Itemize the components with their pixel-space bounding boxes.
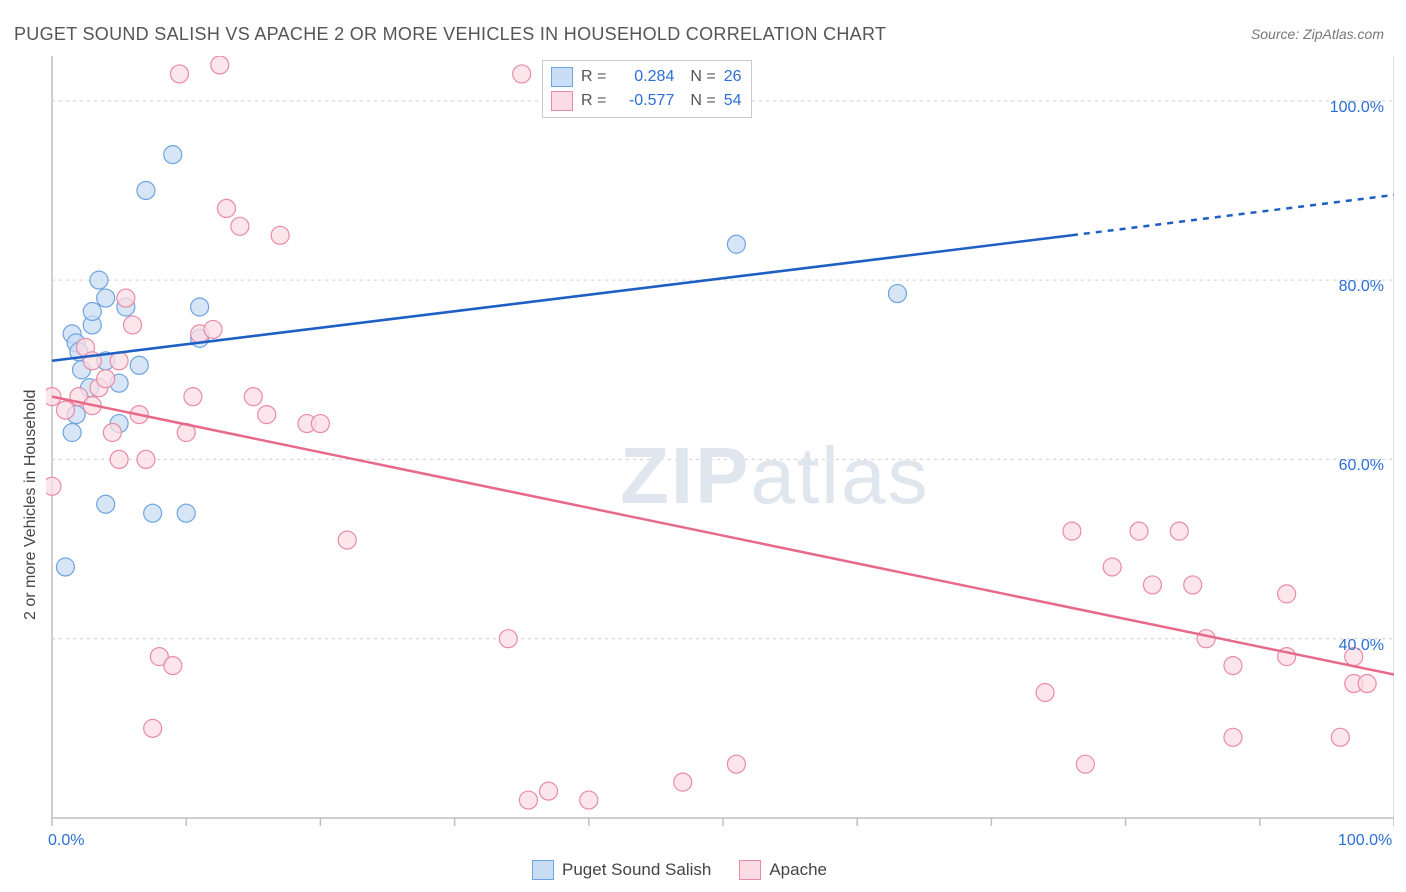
y-tick-label: 100.0% — [1330, 99, 1384, 117]
n-value: 54 — [724, 89, 742, 113]
r-label: R = — [581, 89, 606, 113]
legend-item: Puget Sound Salish — [532, 860, 711, 880]
legend-swatch — [739, 860, 761, 880]
y-axis-label: 2 or more Vehicles in Household — [22, 390, 40, 620]
legend-series-name: Puget Sound Salish — [562, 860, 711, 880]
y-tick-label: 60.0% — [1339, 457, 1384, 475]
n-label: N = — [690, 89, 715, 113]
correlation-legend-row: R = 0.284 N = 26 — [551, 65, 741, 89]
x-tick-label: 100.0% — [1338, 832, 1392, 850]
series-legend: Puget Sound Salish Apache — [532, 860, 827, 880]
scatter-chart-svg — [46, 56, 1394, 848]
source-attribution: Source: ZipAtlas.com — [1251, 26, 1384, 42]
r-label: R = — [581, 65, 606, 89]
correlation-legend: R = 0.284 N = 26 R = -0.577 N = 54 — [542, 60, 752, 118]
n-value: 26 — [724, 65, 742, 89]
legend-series-name: Apache — [769, 860, 827, 880]
legend-item: Apache — [739, 860, 827, 880]
y-tick-label: 80.0% — [1339, 278, 1384, 296]
r-value: -0.577 — [614, 89, 674, 113]
y-tick-label: 40.0% — [1339, 637, 1384, 655]
chart-area — [46, 56, 1394, 848]
legend-swatch — [551, 67, 573, 87]
chart-title: PUGET SOUND SALISH VS APACHE 2 OR MORE V… — [14, 24, 886, 45]
legend-swatch — [532, 860, 554, 880]
n-label: N = — [690, 65, 715, 89]
legend-swatch — [551, 91, 573, 111]
r-value: 0.284 — [614, 65, 674, 89]
x-tick-label: 0.0% — [48, 832, 84, 850]
correlation-legend-row: R = -0.577 N = 54 — [551, 89, 741, 113]
